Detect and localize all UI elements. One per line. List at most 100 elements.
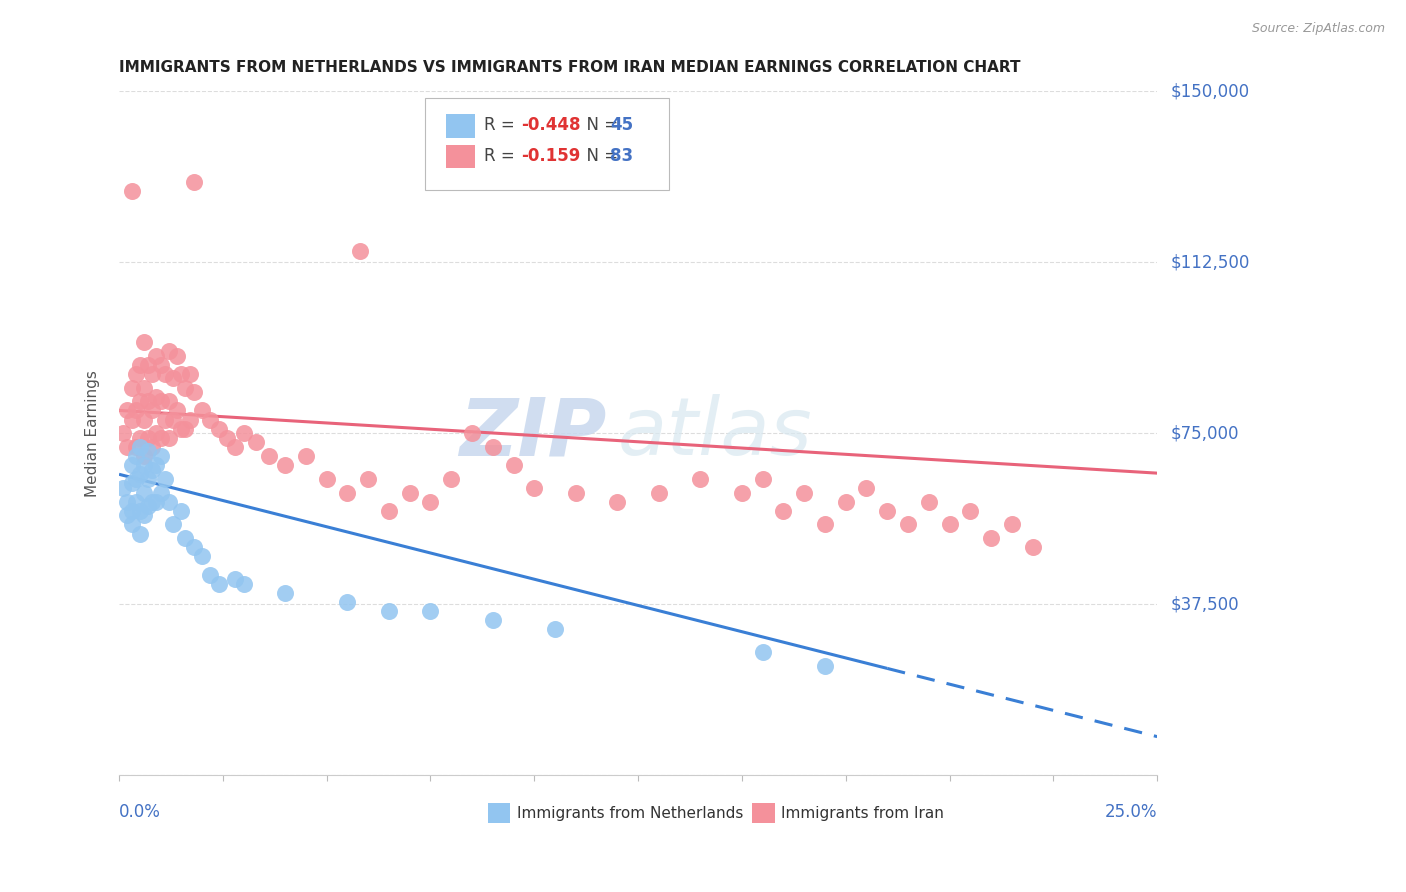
Point bbox=[200, 567, 222, 582]
Point bbox=[136, 394, 159, 409]
Point bbox=[897, 517, 920, 532]
Point bbox=[357, 472, 380, 486]
Point bbox=[112, 426, 135, 441]
Point bbox=[132, 449, 155, 463]
Point bbox=[117, 440, 139, 454]
Bar bbox=[446, 114, 475, 137]
Point bbox=[232, 576, 254, 591]
Point bbox=[121, 185, 143, 199]
Point bbox=[179, 412, 201, 426]
Point bbox=[200, 412, 222, 426]
Point bbox=[121, 458, 143, 472]
Point bbox=[336, 485, 359, 500]
Point bbox=[121, 412, 143, 426]
Point bbox=[132, 508, 155, 523]
Point bbox=[121, 476, 143, 491]
Point bbox=[162, 371, 184, 385]
Point bbox=[141, 463, 163, 477]
Point bbox=[145, 458, 167, 472]
Point bbox=[481, 440, 503, 454]
Point bbox=[128, 440, 150, 454]
Point bbox=[132, 458, 155, 472]
Point bbox=[1001, 517, 1024, 532]
Point bbox=[274, 458, 297, 472]
Text: Source: ZipAtlas.com: Source: ZipAtlas.com bbox=[1251, 22, 1385, 36]
Point bbox=[145, 494, 167, 508]
Point bbox=[191, 403, 214, 417]
Point bbox=[208, 422, 231, 436]
Bar bbox=[752, 803, 775, 823]
Point bbox=[245, 435, 267, 450]
Text: R =: R = bbox=[485, 147, 520, 165]
Point bbox=[835, 494, 858, 508]
Point bbox=[523, 481, 546, 495]
Point bbox=[149, 485, 172, 500]
Point bbox=[938, 517, 960, 532]
Point bbox=[215, 431, 238, 445]
Text: $37,500: $37,500 bbox=[1171, 595, 1240, 614]
Point bbox=[128, 504, 150, 518]
Point bbox=[128, 394, 150, 409]
Point bbox=[166, 349, 188, 363]
Point bbox=[132, 412, 155, 426]
Point bbox=[208, 576, 231, 591]
Bar bbox=[488, 803, 510, 823]
Point bbox=[855, 481, 877, 495]
Point bbox=[124, 367, 146, 381]
Text: N =: N = bbox=[576, 116, 623, 135]
Point bbox=[128, 431, 150, 445]
Point bbox=[481, 613, 503, 627]
Text: 25.0%: 25.0% bbox=[1105, 803, 1157, 821]
Text: N =: N = bbox=[576, 147, 623, 165]
Point bbox=[149, 431, 172, 445]
Text: $75,000: $75,000 bbox=[1171, 425, 1240, 442]
Point bbox=[145, 426, 167, 441]
Point bbox=[162, 517, 184, 532]
Point bbox=[132, 381, 155, 395]
Point bbox=[378, 604, 401, 618]
Point bbox=[751, 645, 773, 659]
FancyBboxPatch shape bbox=[425, 98, 669, 190]
Point bbox=[980, 531, 1002, 545]
Point bbox=[136, 472, 159, 486]
Point bbox=[814, 659, 837, 673]
Point bbox=[121, 381, 143, 395]
Point bbox=[162, 412, 184, 426]
Point bbox=[731, 485, 754, 500]
Point bbox=[141, 367, 163, 381]
Text: atlas: atlas bbox=[617, 394, 813, 472]
Point bbox=[174, 381, 197, 395]
Point bbox=[170, 367, 193, 381]
Point bbox=[124, 403, 146, 417]
Point bbox=[336, 595, 359, 609]
Point bbox=[183, 385, 205, 400]
Point bbox=[121, 504, 143, 518]
Point bbox=[149, 449, 172, 463]
Point bbox=[145, 349, 167, 363]
Point bbox=[648, 485, 671, 500]
Text: $112,500: $112,500 bbox=[1171, 253, 1250, 271]
Point bbox=[440, 472, 463, 486]
Text: 0.0%: 0.0% bbox=[120, 803, 160, 821]
Point bbox=[132, 334, 155, 349]
Point bbox=[136, 444, 159, 458]
Point bbox=[224, 572, 246, 586]
Point bbox=[124, 449, 146, 463]
Point bbox=[689, 472, 711, 486]
Point bbox=[136, 431, 159, 445]
Point bbox=[544, 623, 567, 637]
Point bbox=[876, 504, 898, 518]
Point bbox=[157, 431, 180, 445]
Text: Immigrants from Netherlands: Immigrants from Netherlands bbox=[516, 805, 742, 821]
Point bbox=[170, 504, 193, 518]
Y-axis label: Median Earnings: Median Earnings bbox=[86, 370, 100, 497]
Point bbox=[183, 541, 205, 555]
Point bbox=[128, 358, 150, 372]
Point bbox=[153, 412, 176, 426]
Point bbox=[419, 494, 441, 508]
Point bbox=[141, 494, 163, 508]
Point bbox=[124, 472, 146, 486]
Text: ZIP: ZIP bbox=[460, 394, 607, 472]
Text: IMMIGRANTS FROM NETHERLANDS VS IMMIGRANTS FROM IRAN MEDIAN EARNINGS CORRELATION : IMMIGRANTS FROM NETHERLANDS VS IMMIGRANT… bbox=[120, 60, 1021, 75]
Point bbox=[179, 367, 201, 381]
